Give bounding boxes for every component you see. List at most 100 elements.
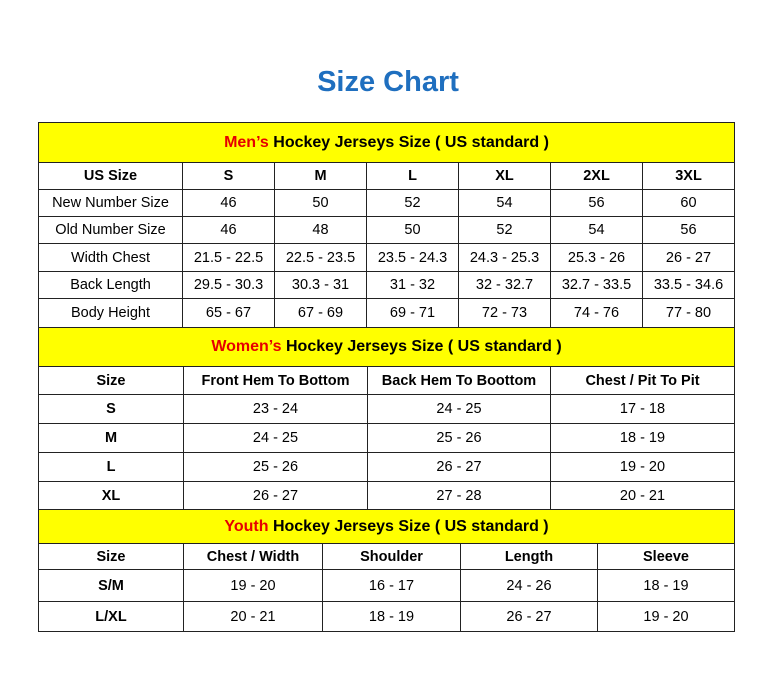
column-header: M	[274, 162, 367, 190]
table-cell: 26 - 27	[642, 243, 735, 272]
table-cell: 18 - 19	[597, 569, 735, 602]
table-cell: 30.3 - 31	[274, 271, 367, 299]
table-cell: 25.3 - 26	[550, 243, 643, 272]
table-row: L/XL 20 - 21 18 - 19 26 - 27 19 - 20	[38, 601, 735, 632]
table-cell: 19 - 20	[597, 601, 735, 632]
row-label: S/M	[38, 569, 184, 602]
table-row: Old Number Size 46 48 50 52 54 56	[38, 216, 735, 244]
column-header: L	[366, 162, 459, 190]
table-cell: 21.5 - 22.5	[182, 243, 275, 272]
column-header: Back Hem To Boottom	[367, 366, 551, 395]
table-cell: 20 - 21	[550, 481, 735, 510]
row-label: XL	[38, 481, 184, 510]
column-header: 3XL	[642, 162, 735, 190]
table-cell: 60	[642, 189, 735, 217]
row-label: S	[38, 394, 184, 424]
womens-size-table: Women’s Hockey Jerseys Size ( US standar…	[38, 327, 735, 510]
table-cell: 33.5 - 34.6	[642, 271, 735, 299]
table-cell: 29.5 - 30.3	[182, 271, 275, 299]
mens-heading: Men’s Hockey Jerseys Size ( US standard …	[38, 122, 735, 163]
table-cell: 32.7 - 33.5	[550, 271, 643, 299]
table-cell: 27 - 28	[367, 481, 551, 510]
table-row: M 24 - 25 25 - 26 18 - 19	[38, 423, 735, 453]
table-cell: 24 - 25	[367, 394, 551, 424]
table-cell: 32 - 32.7	[458, 271, 551, 299]
table-cell: 69 - 71	[366, 298, 459, 328]
column-header: Size	[38, 366, 184, 395]
table-cell: 20 - 21	[183, 601, 323, 632]
table-cell: 26 - 27	[183, 481, 368, 510]
row-label: New Number Size	[38, 189, 183, 217]
column-header: 2XL	[550, 162, 643, 190]
youth-heading-highlight: Youth	[224, 517, 269, 535]
table-cell: 31 - 32	[366, 271, 459, 299]
womens-heading-text: Hockey Jerseys Size ( US standard )	[281, 338, 562, 355]
table-cell: 56	[550, 189, 643, 217]
table-row: Width Chest 21.5 - 22.5 22.5 - 23.5 23.5 - …	[38, 243, 735, 272]
table-cell: 18 - 19	[550, 423, 735, 453]
table-cell: 67 - 69	[274, 298, 367, 328]
row-label: Old Number Size	[38, 216, 183, 244]
youth-column-header-row: Size Chest / Width Shoulder Length Sleeve	[38, 543, 735, 570]
table-row: Body Height 65 - 67 67 - 69 69 - 71 72 - 73 7…	[38, 298, 735, 328]
row-label: L	[38, 452, 184, 482]
column-header: Size	[38, 543, 184, 570]
table-cell: 25 - 26	[183, 452, 368, 482]
column-header: Chest / Width	[183, 543, 323, 570]
table-cell: 50	[366, 216, 459, 244]
row-label: L/XL	[38, 601, 184, 632]
youth-heading: Youth Hockey Jerseys Size ( US standard …	[38, 509, 735, 544]
table-cell: 52	[458, 216, 551, 244]
table-cell: 72 - 73	[458, 298, 551, 328]
womens-heading-row: Women’s Hockey Jerseys Size ( US standar…	[38, 327, 735, 367]
mens-heading-row: Men’s Hockey Jerseys Size ( US standard …	[38, 122, 735, 163]
youth-heading-row: Youth Hockey Jerseys Size ( US standard …	[38, 509, 735, 544]
table-cell: 24 - 25	[183, 423, 368, 453]
column-header: Sleeve	[597, 543, 735, 570]
table-cell: 56	[642, 216, 735, 244]
column-header: Front Hem To Bottom	[183, 366, 368, 395]
womens-heading-highlight: Women’s	[211, 338, 282, 355]
table-row: New Number Size 46 50 52 54 56 60	[38, 189, 735, 217]
table-cell: 48	[274, 216, 367, 244]
column-header: XL	[458, 162, 551, 190]
column-header: S	[182, 162, 275, 190]
youth-size-table: Youth Hockey Jerseys Size ( US standard …	[38, 509, 735, 632]
table-cell: 18 - 19	[322, 601, 461, 632]
page-title: Size Chart	[317, 66, 459, 98]
table-row: XL 26 - 27 27 - 28 20 - 21	[38, 481, 735, 510]
table-cell: 65 - 67	[182, 298, 275, 328]
table-cell: 23.5 - 24.3	[366, 243, 459, 272]
table-cell: 77 - 80	[642, 298, 735, 328]
table-row: S/M 19 - 20 16 - 17 24 - 26 18 - 19	[38, 569, 735, 602]
womens-heading: Women’s Hockey Jerseys Size ( US standar…	[38, 327, 735, 367]
mens-heading-highlight: Men’s	[224, 133, 269, 151]
table-cell: 24.3 - 25.3	[458, 243, 551, 272]
column-header: Chest / Pit To Pit	[550, 366, 735, 395]
table-cell: 22.5 - 23.5	[274, 243, 367, 272]
table-row: L 25 - 26 26 - 27 19 - 20	[38, 452, 735, 482]
table-cell: 50	[274, 189, 367, 217]
table-cell: 19 - 20	[183, 569, 323, 602]
table-row: S 23 - 24 24 - 25 17 - 18	[38, 394, 735, 424]
women-column-header-row: Size Front Hem To Bottom Back Hem To Boott…	[38, 366, 735, 395]
mens-heading-text: Hockey Jerseys Size ( US standard )	[268, 133, 549, 151]
table-cell: 26 - 27	[460, 601, 598, 632]
table-cell: 24 - 26	[460, 569, 598, 602]
table-cell: 19 - 20	[550, 452, 735, 482]
table-cell: 52	[366, 189, 459, 217]
row-label: Width Chest	[38, 243, 183, 272]
table-cell: 26 - 27	[367, 452, 551, 482]
table-cell: 74 - 76	[550, 298, 643, 328]
row-label: Back Length	[38, 271, 183, 299]
table-cell: 54	[458, 189, 551, 217]
table-cell: 16 - 17	[322, 569, 461, 602]
youth-heading-text: Hockey Jerseys Size ( US standard )	[268, 517, 549, 535]
row-label: M	[38, 423, 184, 453]
table-cell: 46	[182, 216, 275, 244]
table-cell: 46	[182, 189, 275, 217]
column-header: US Size	[38, 162, 183, 190]
column-header: Length	[460, 543, 598, 570]
men-column-header-row: US Size S M L XL 2XL 3XL	[38, 162, 735, 190]
column-header: Shoulder	[322, 543, 461, 570]
